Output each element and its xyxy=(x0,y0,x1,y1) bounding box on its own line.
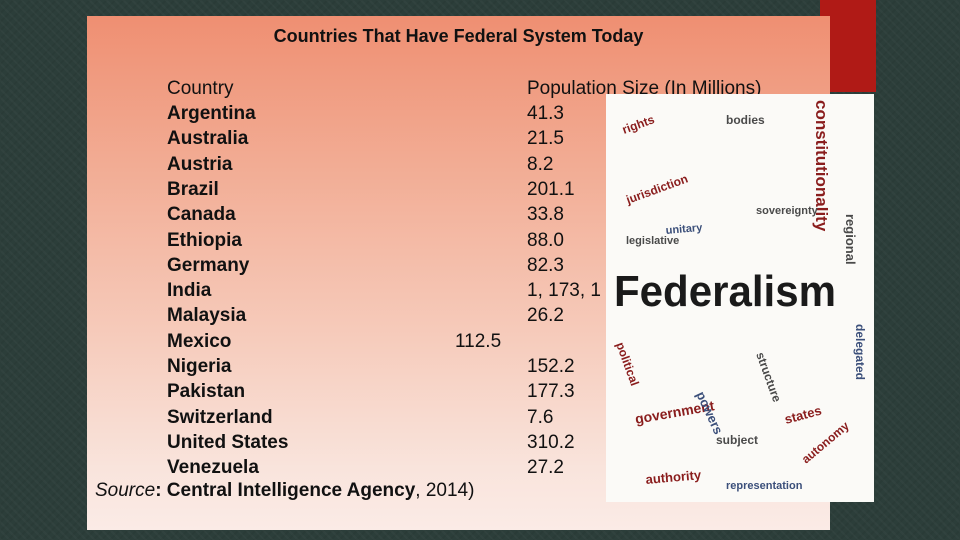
population-value: 26.2 xyxy=(527,305,564,326)
word-cloud-word: rights xyxy=(620,112,656,137)
country-name: Venezuela xyxy=(167,457,259,478)
word-cloud-word: structure xyxy=(753,350,784,404)
word-cloud-word: autonomy xyxy=(799,419,852,467)
word-cloud-word: regional xyxy=(843,214,858,265)
slide-title: Countries That Have Federal System Today xyxy=(273,26,644,46)
source-line: Source: Central Intelligence Agency, 201… xyxy=(95,480,474,502)
country-name: Nigeria xyxy=(167,356,232,377)
slide-content: Countries That Have Federal System Today… xyxy=(87,16,874,530)
source-year: , 2014) xyxy=(415,480,475,501)
country-name: Mexico xyxy=(167,331,232,352)
population-value: 27.2 xyxy=(527,457,564,478)
word-cloud-word: political xyxy=(613,340,642,387)
country-name: Ethiopia xyxy=(167,230,242,251)
word-cloud-word: authority xyxy=(645,467,702,487)
header-country: Country xyxy=(167,78,234,99)
country-name: Austria xyxy=(167,154,233,175)
word-cloud-graphic: Federalism constitutionality regional righ… xyxy=(613,100,867,492)
population-value: 1, 173, 1 xyxy=(527,280,601,301)
population-value: 41.3 xyxy=(527,103,564,124)
word-cloud-word: legislative xyxy=(626,235,679,247)
country-name: Malaysia xyxy=(167,305,247,326)
population-value: 112.5 xyxy=(455,331,502,352)
country-name: Germany xyxy=(167,255,250,276)
population-value: 201.1 xyxy=(527,179,575,200)
country-name: Brazil xyxy=(167,179,219,200)
country-name: Switzerland xyxy=(167,407,273,428)
word-cloud-word: sovereignty xyxy=(756,205,819,217)
population-value: 21.5 xyxy=(527,128,564,149)
country-name: United States xyxy=(167,432,289,453)
population-value: 33.8 xyxy=(527,204,564,225)
word-cloud-word: constitutionality xyxy=(812,100,831,232)
population-value: 177.3 xyxy=(527,381,575,402)
word-cloud-word: subject xyxy=(716,433,758,447)
word-cloud-word: delegated xyxy=(853,324,867,380)
source-label: Source xyxy=(95,480,156,501)
word-cloud-word: unitary xyxy=(665,222,703,237)
population-value: 8.2 xyxy=(527,154,554,175)
word-cloud-word: bodies xyxy=(726,113,765,127)
population-value: 88.0 xyxy=(527,230,564,251)
population-value: 152.2 xyxy=(527,356,575,377)
source-agency: : Central Intelligence Agency xyxy=(155,480,416,501)
country-name: Australia xyxy=(167,128,249,149)
word-cloud-word: representation xyxy=(726,480,803,492)
header-population: Population Size (In Millions) xyxy=(527,78,762,99)
population-value: 82.3 xyxy=(527,255,564,276)
population-value: 7.6 xyxy=(527,407,554,428)
word-cloud-word: states xyxy=(783,403,823,427)
country-name: Canada xyxy=(167,204,236,225)
country-name: India xyxy=(167,280,212,301)
country-name: Argentina xyxy=(167,103,256,124)
federalism-word-cloud-image: Federalism constitutionality regional righ… xyxy=(606,94,874,502)
word-cloud-word: jurisdiction xyxy=(623,172,689,208)
population-value: 310.2 xyxy=(527,432,575,453)
word-cloud-main-word: Federalism xyxy=(614,267,836,316)
country-name: Pakistan xyxy=(167,381,246,402)
